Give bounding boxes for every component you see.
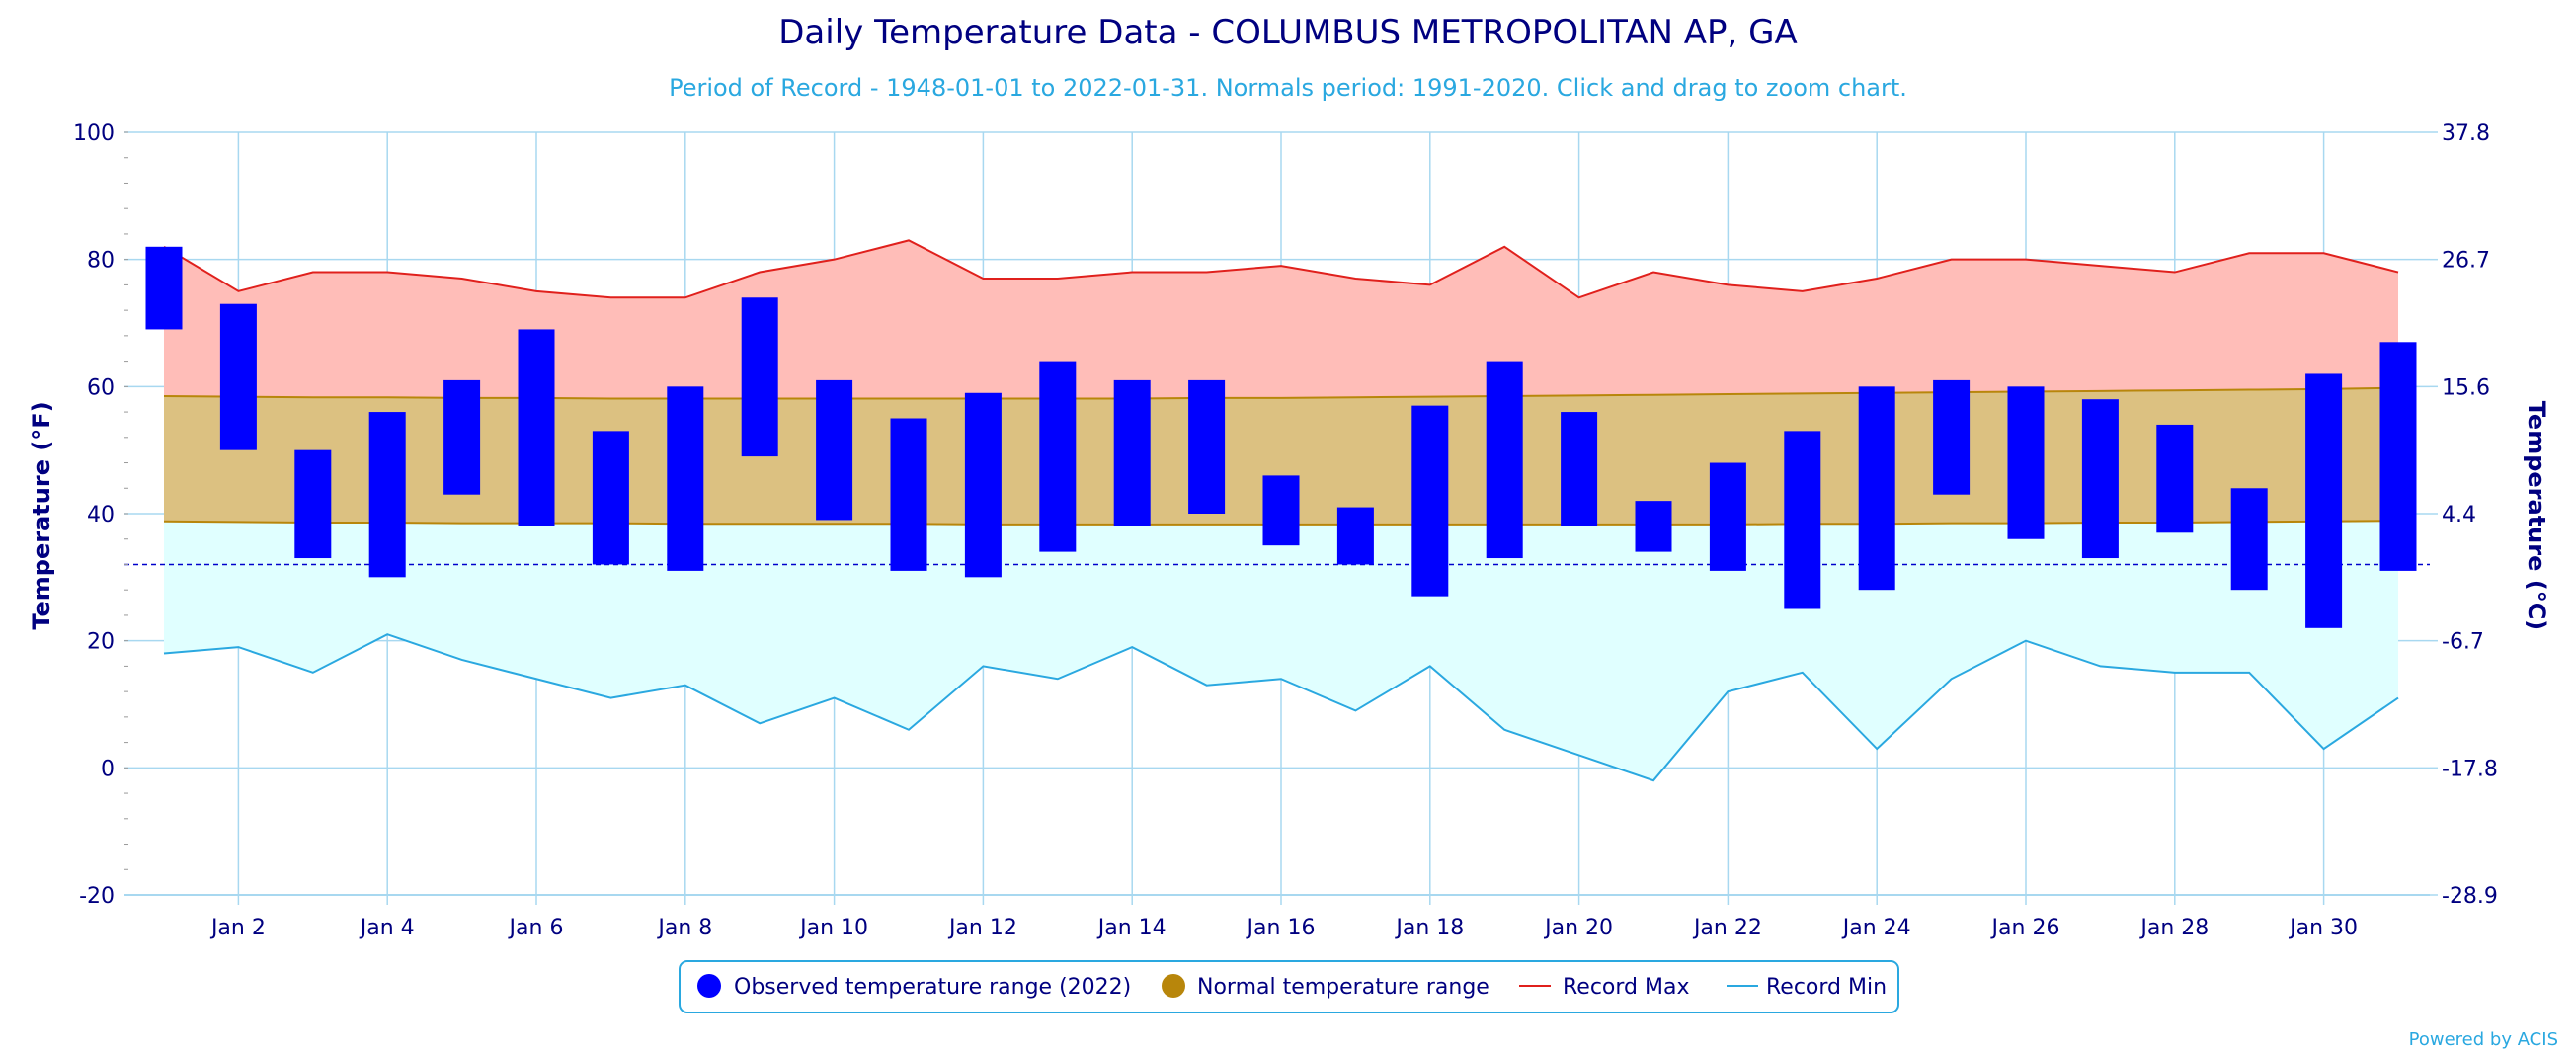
legend-normal-marker (1162, 974, 1185, 998)
observed-bar (592, 431, 629, 565)
y-tick-label-right: -6.7 (2442, 630, 2484, 655)
legend-item-observed[interactable]: Observed temperature range (2022) (697, 974, 1131, 1000)
observed-bar (443, 379, 481, 495)
y-tick-label-right: 37.8 (2442, 122, 2490, 146)
y-tick-label-left: -20 (79, 884, 115, 909)
observed-bar (2305, 373, 2343, 628)
y-tick-label-left: 80 (87, 249, 115, 274)
x-tick-label: Jan 10 (798, 916, 868, 940)
x-tick-label: Jan 28 (2138, 916, 2209, 940)
y-axis-title-right: Temperature (°C) (2523, 401, 2550, 631)
observed-bar (1262, 475, 1300, 546)
record-min-line (163, 633, 2399, 782)
legend-observed-label: Observed temperature range (2022) (734, 975, 1131, 1000)
observed-bar (518, 329, 555, 526)
observed-bar (1561, 412, 1598, 526)
x-tick-label: Jan 14 (1096, 916, 1167, 940)
y-tick-label-right: 4.4 (2442, 503, 2476, 527)
observed-bar (219, 303, 257, 450)
observed-bar (964, 392, 1002, 578)
y-tick-label-right: -17.8 (2442, 757, 2498, 781)
observed-bar (2156, 424, 2194, 533)
observed-bar (1188, 379, 1226, 514)
observed-bar (1336, 507, 1374, 565)
observed-bar (1635, 501, 1672, 552)
y-tick-label-left: 60 (87, 375, 115, 400)
x-tick-label: Jan 16 (1246, 916, 1316, 940)
x-tick-label: Jan 8 (656, 916, 712, 940)
observed-bar (2007, 386, 2045, 539)
observed-bar (1858, 386, 1895, 591)
observed-bar (145, 246, 183, 330)
legend-record-min-label: Record Min (1766, 975, 1887, 1000)
x-tick-label: Jan 24 (1841, 916, 1911, 940)
record-min-band (164, 521, 2398, 781)
legend-item-normal[interactable]: Normal temperature range (1162, 974, 1489, 1000)
x-tick-label: Jan 30 (2288, 916, 2358, 940)
record-max-band (164, 240, 2398, 399)
legend-box (679, 960, 1899, 1013)
x-tick-label: Jan 20 (1543, 916, 1613, 940)
observed-bar (1113, 379, 1151, 526)
observed-bar (1784, 431, 1821, 609)
observed-bar (667, 386, 704, 571)
y-tick-label-right: -28.9 (2442, 884, 2498, 909)
legend-item-record-min[interactable]: Record Min (1727, 975, 1887, 1000)
x-tick-label: Jan 18 (1394, 916, 1464, 940)
observed-bar (1709, 462, 1746, 571)
y-tick-label-left: 20 (87, 630, 115, 655)
observed-bar (294, 449, 332, 559)
record-max-line (163, 239, 2399, 299)
y-tick-label-left: 40 (87, 503, 115, 527)
observed-bar (1933, 379, 1971, 495)
observed-bar (2379, 342, 2417, 571)
observed-bar (816, 379, 853, 521)
x-tick-label: Jan 6 (508, 916, 564, 940)
observed-bar (368, 412, 406, 578)
legend-record-max-label: Record Max (1563, 975, 1690, 1000)
area-bands (164, 240, 2398, 781)
y-tick-label-right: 26.7 (2442, 249, 2490, 274)
x-tick-label: Jan 26 (1990, 916, 2060, 940)
observed-bar (1039, 361, 1077, 552)
legend-observed-marker (697, 974, 721, 998)
x-tick-label: Jan 22 (1692, 916, 1762, 940)
observed-bar (890, 418, 927, 571)
observed-bar (1411, 405, 1449, 597)
y-tick-label-left: 100 (73, 122, 115, 146)
observed-bars (145, 246, 2417, 628)
x-tick-label: Jan 4 (359, 916, 415, 940)
powered-by-credit[interactable]: Powered by ACIS (2409, 1029, 2558, 1050)
legend[interactable]: Observed temperature range (2022) Normal… (679, 960, 1899, 1013)
y-tick-label-right: 15.6 (2442, 375, 2490, 400)
axes: -20 -28.9 0 -17.8 20 -6.7 40 4.4 60 15.6 80 26.7 100… (73, 122, 2498, 940)
chart-title: Daily Temperature Data - COLUMBUS METROP… (778, 13, 1797, 52)
chart-subtitle: Period of Record - 1948-01-01 to 2022-01… (669, 74, 1907, 102)
observed-bar (2230, 488, 2268, 591)
observed-bar (2081, 399, 2119, 559)
x-tick-label: Jan 12 (947, 916, 1017, 940)
observed-bar (1486, 361, 1523, 559)
y-axis-title-left: Temperature (°F) (28, 401, 55, 629)
observed-bar (741, 297, 778, 457)
x-tick-label: Jan 2 (209, 916, 266, 940)
legend-item-record-max[interactable]: Record Max (1519, 975, 1690, 1000)
legend-normal-label: Normal temperature range (1197, 975, 1489, 1000)
y-tick-label-left: 0 (101, 757, 115, 781)
normal-range-band (164, 387, 2398, 525)
